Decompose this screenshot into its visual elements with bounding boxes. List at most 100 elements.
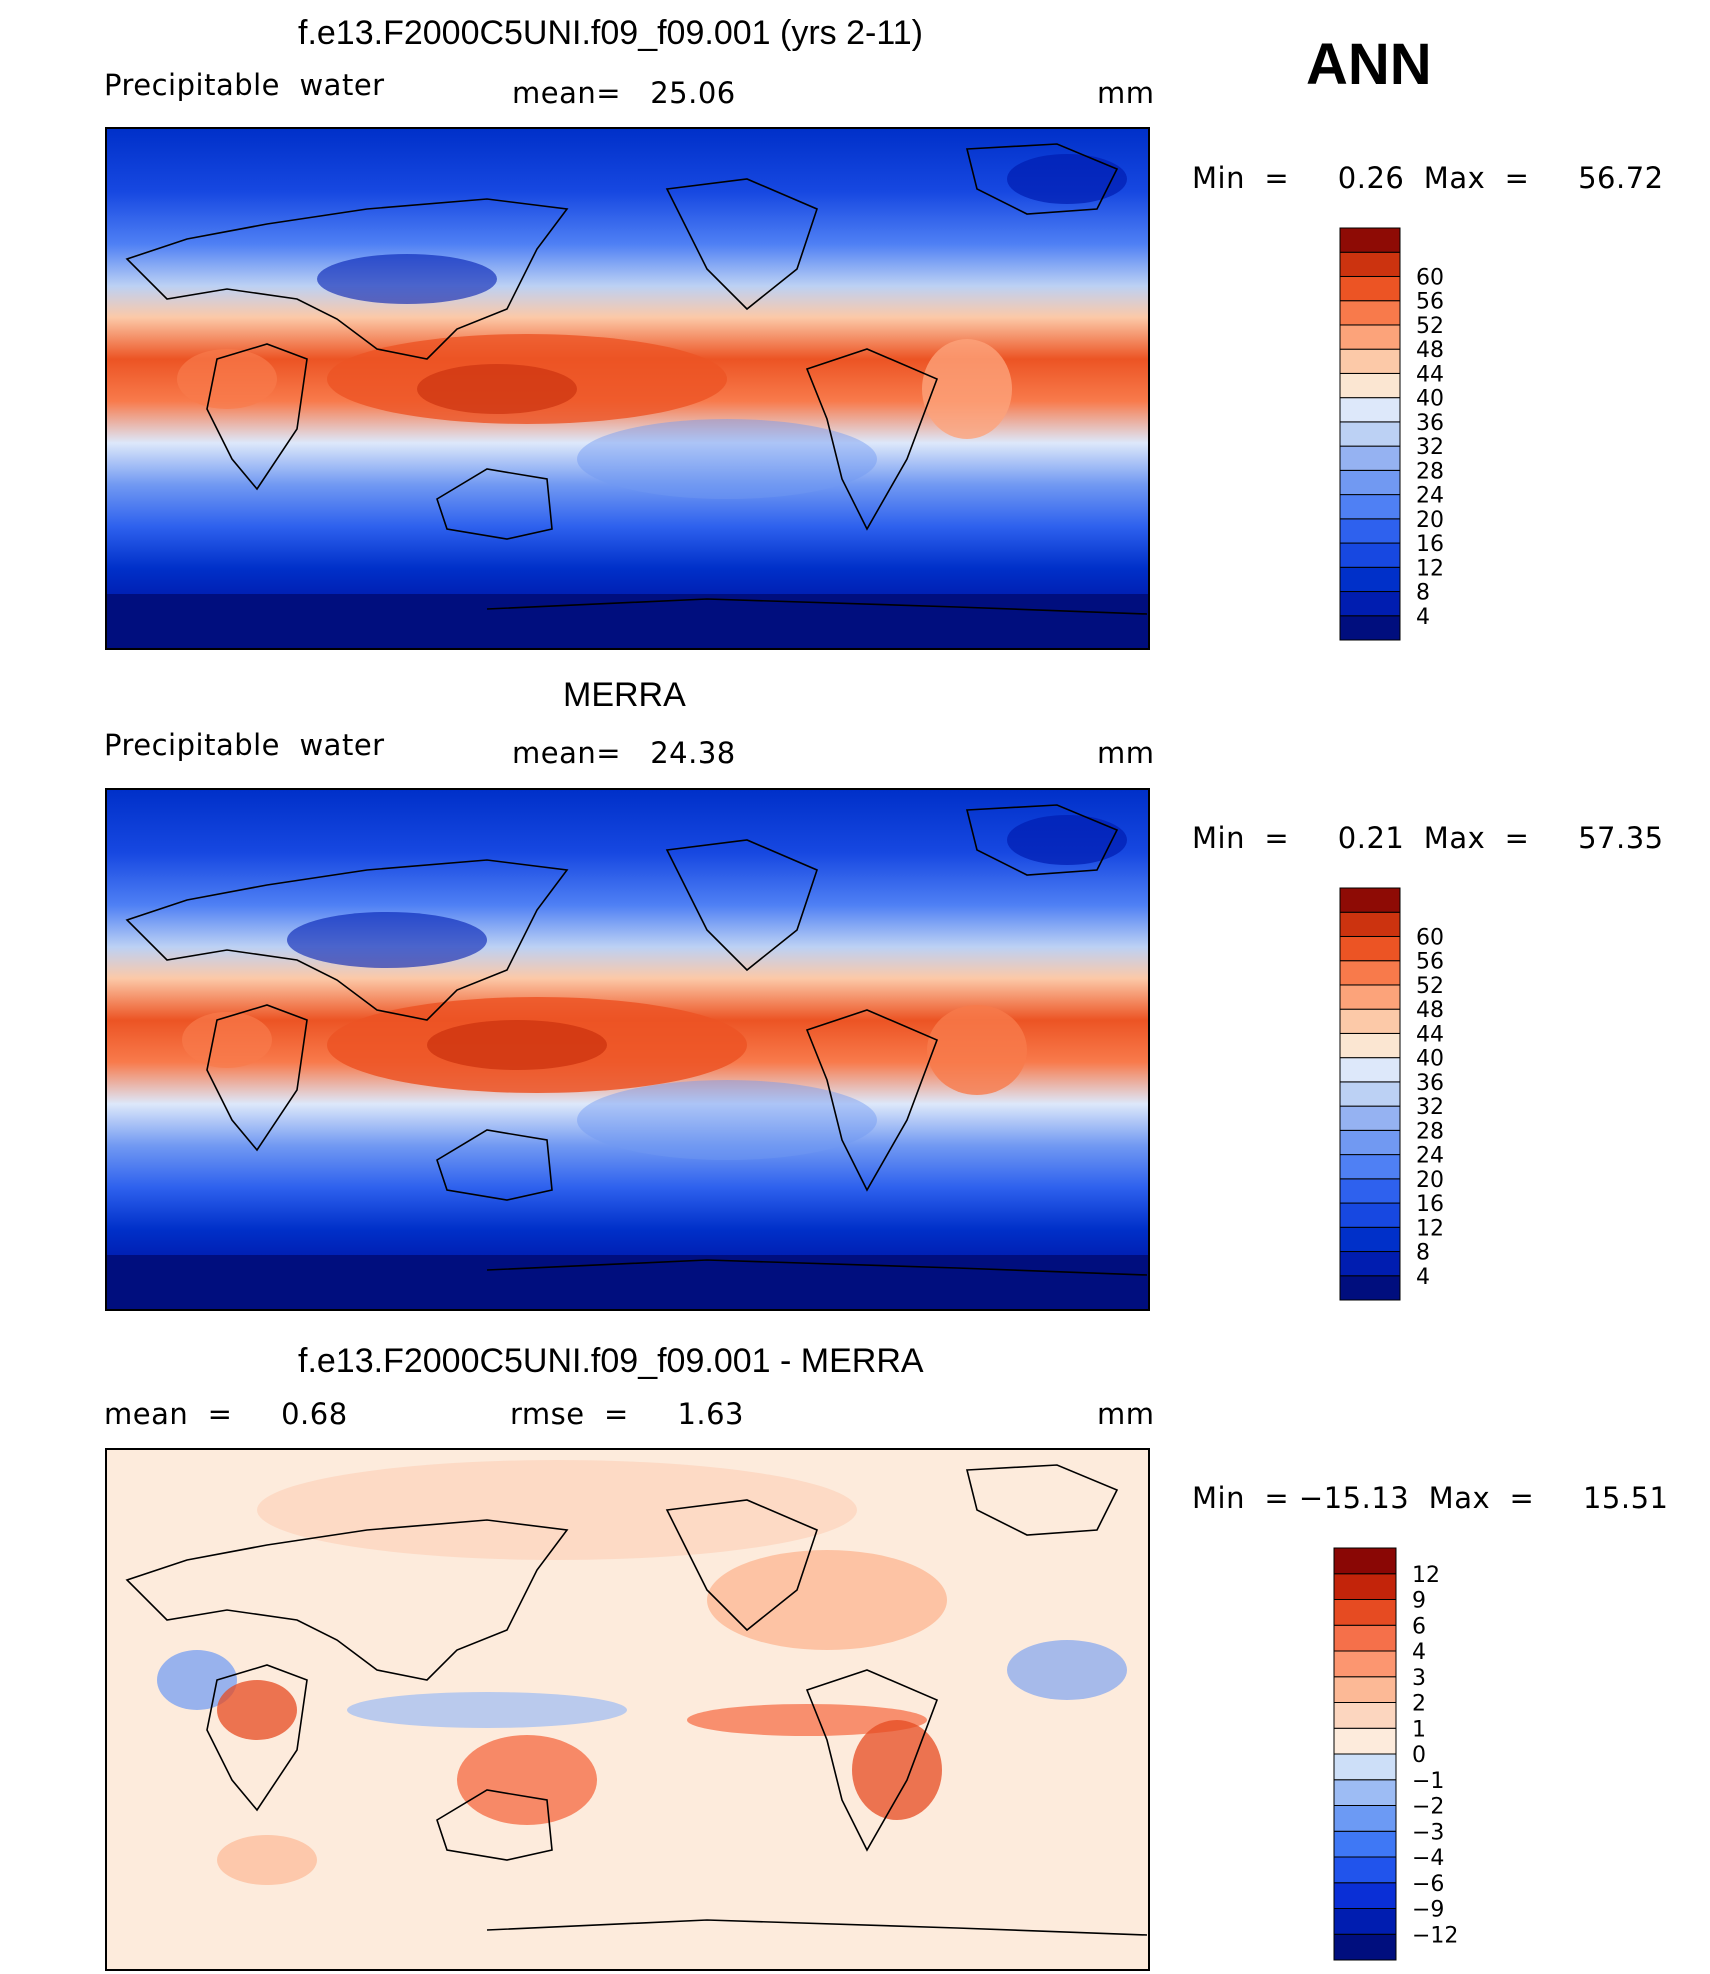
colorbar-tick-label: 36 xyxy=(1416,411,1444,436)
colorbar-box xyxy=(1333,1702,1397,1729)
colorbar-box xyxy=(1339,1154,1401,1180)
colorbar-box xyxy=(1333,1830,1397,1858)
colorbar-box xyxy=(1339,615,1401,641)
colorbar-tick-label: 40 xyxy=(1416,1047,1444,1072)
colorbar-tick-label: −3 xyxy=(1412,1820,1444,1845)
colorbar-box xyxy=(1333,1599,1397,1626)
colorbar-box xyxy=(1333,1908,1397,1935)
colorbar-box xyxy=(1339,1008,1401,1034)
colorbar-tick-label: 44 xyxy=(1416,1022,1444,1047)
season-label: ANN xyxy=(1306,32,1432,97)
colorbar-box xyxy=(1339,1251,1401,1277)
colorbar-box xyxy=(1333,1727,1397,1755)
colorbar-box xyxy=(1339,1226,1401,1253)
colorbar-box xyxy=(1339,1032,1401,1059)
colorbar-tick-label: 32 xyxy=(1416,1095,1444,1120)
panel3-rmse-label: rmse = 1.63 xyxy=(510,1397,745,1431)
colorbar-box xyxy=(1333,1753,1397,1781)
panel2-minmax: Min = 0.21 Max = 57.35 xyxy=(1192,821,1664,855)
panel2-units-label: mm xyxy=(1097,736,1155,770)
colorbar-tick-label: 3 xyxy=(1412,1666,1426,1691)
colorbar-box xyxy=(1339,348,1401,374)
colorbar-tick-label: 8 xyxy=(1416,1241,1430,1266)
colorbar-box xyxy=(1339,566,1401,593)
colorbar-box xyxy=(1339,469,1401,496)
colorbar-box xyxy=(1339,1081,1401,1107)
colorbar-box xyxy=(1333,1624,1397,1652)
colorbar-tick-label: 6 xyxy=(1412,1614,1426,1639)
panel1-map-svg xyxy=(107,129,1148,648)
colorbar-box xyxy=(1339,960,1401,986)
colorbar-tick-label: 1 xyxy=(1412,1717,1426,1742)
colorbar-box xyxy=(1339,445,1401,471)
colorbar-tick-label: 36 xyxy=(1416,1071,1444,1096)
colorbar-box xyxy=(1339,251,1401,277)
colorbar-tick-label: −2 xyxy=(1412,1795,1444,1820)
colorbar-box xyxy=(1339,935,1401,962)
colorbar-box xyxy=(1339,275,1401,302)
colorbar-box xyxy=(1339,542,1401,568)
panel2-map xyxy=(105,788,1150,1311)
colorbar-box xyxy=(1339,984,1401,1010)
panel2-variable-label: Precipitable water xyxy=(104,728,385,762)
colorbar-tick-label: 48 xyxy=(1416,998,1444,1023)
colorbar-box xyxy=(1339,1105,1401,1131)
colorbar-box xyxy=(1339,591,1401,617)
colorbar-box xyxy=(1339,421,1401,447)
panel3-colorbar: −12 −9 −6 −4 −3 −2 −1 0 1 2 3 4 6 9 12 xyxy=(1333,1547,1520,1964)
panel1-units-label: mm xyxy=(1097,76,1155,110)
panel3-minmax: Min = −15.13 Max = 15.51 xyxy=(1192,1481,1669,1515)
colorbar-box xyxy=(1339,1202,1401,1228)
colorbar-box xyxy=(1339,1129,1401,1156)
colorbar-tick-label: −6 xyxy=(1412,1872,1444,1897)
panel1-variable-label: Precipitable water xyxy=(104,68,385,102)
colorbar-box xyxy=(1339,227,1401,253)
panel1-title: f.e13.F2000C5UNI.f09_f09.001 (yrs 2-11) xyxy=(298,14,923,52)
colorbar-tick-label: 24 xyxy=(1416,484,1444,509)
colorbar-tick-label: 60 xyxy=(1416,265,1444,290)
panel3-units-label: mm xyxy=(1097,1397,1155,1431)
colorbar-tick-label: 2 xyxy=(1412,1692,1426,1717)
colorbar-box xyxy=(1333,1779,1397,1806)
colorbar-tick-label: 52 xyxy=(1416,314,1444,339)
colorbar-box xyxy=(1333,1933,1397,1961)
panel2-mean-label: mean= 24.38 xyxy=(512,736,736,770)
colorbar-tick-label: 16 xyxy=(1416,1192,1444,1217)
colorbar-tick-label: 4 xyxy=(1412,1640,1426,1665)
colorbar-tick-label: 20 xyxy=(1416,508,1444,533)
colorbar-tick-label: 60 xyxy=(1416,925,1444,950)
colorbar-tick-label: −12 xyxy=(1412,1923,1458,1948)
colorbar-box xyxy=(1339,1275,1401,1301)
colorbar-tick-label: 40 xyxy=(1416,387,1444,412)
panel3-title: f.e13.F2000C5UNI.f09_f09.001 - MERRA xyxy=(298,1342,924,1380)
colorbar-box xyxy=(1339,300,1401,326)
colorbar-tick-label: 28 xyxy=(1416,1119,1444,1144)
colorbar-tick-label: 32 xyxy=(1416,435,1444,460)
colorbar-box xyxy=(1333,1882,1397,1909)
colorbar-box xyxy=(1339,324,1401,350)
colorbar-tick-label: 56 xyxy=(1416,290,1444,315)
colorbar-tick-label: 12 xyxy=(1416,1216,1444,1241)
colorbar-tick-label: 16 xyxy=(1416,532,1444,557)
panel3-map xyxy=(105,1448,1150,1971)
colorbar-tick-label: 0 xyxy=(1412,1743,1426,1768)
colorbar-tick-label: 12 xyxy=(1416,556,1444,581)
panel3-map-svg xyxy=(107,1450,1148,1969)
panel2-colorbar: 4 8 12 16 20 24 28 32 36 40 44 48 52 56 60 xyxy=(1339,887,1520,1304)
colorbar-box xyxy=(1333,1805,1397,1832)
colorbar-tick-label: −1 xyxy=(1412,1769,1444,1794)
colorbar-tick-label: 12 xyxy=(1412,1563,1440,1588)
colorbar-tick-label: 48 xyxy=(1416,338,1444,363)
colorbar-box xyxy=(1339,372,1401,399)
colorbar-tick-label: 4 xyxy=(1416,605,1430,630)
colorbar-box xyxy=(1333,1676,1397,1703)
panel1-map xyxy=(105,127,1150,650)
panel1-minmax: Min = 0.26 Max = 56.72 xyxy=(1192,161,1664,195)
colorbar-tick-label: 24 xyxy=(1416,1144,1444,1169)
panel2-title: MERRA xyxy=(563,676,686,714)
colorbar-box xyxy=(1339,887,1401,913)
colorbar-tick-label: 20 xyxy=(1416,1168,1444,1193)
colorbar-box xyxy=(1339,494,1401,520)
